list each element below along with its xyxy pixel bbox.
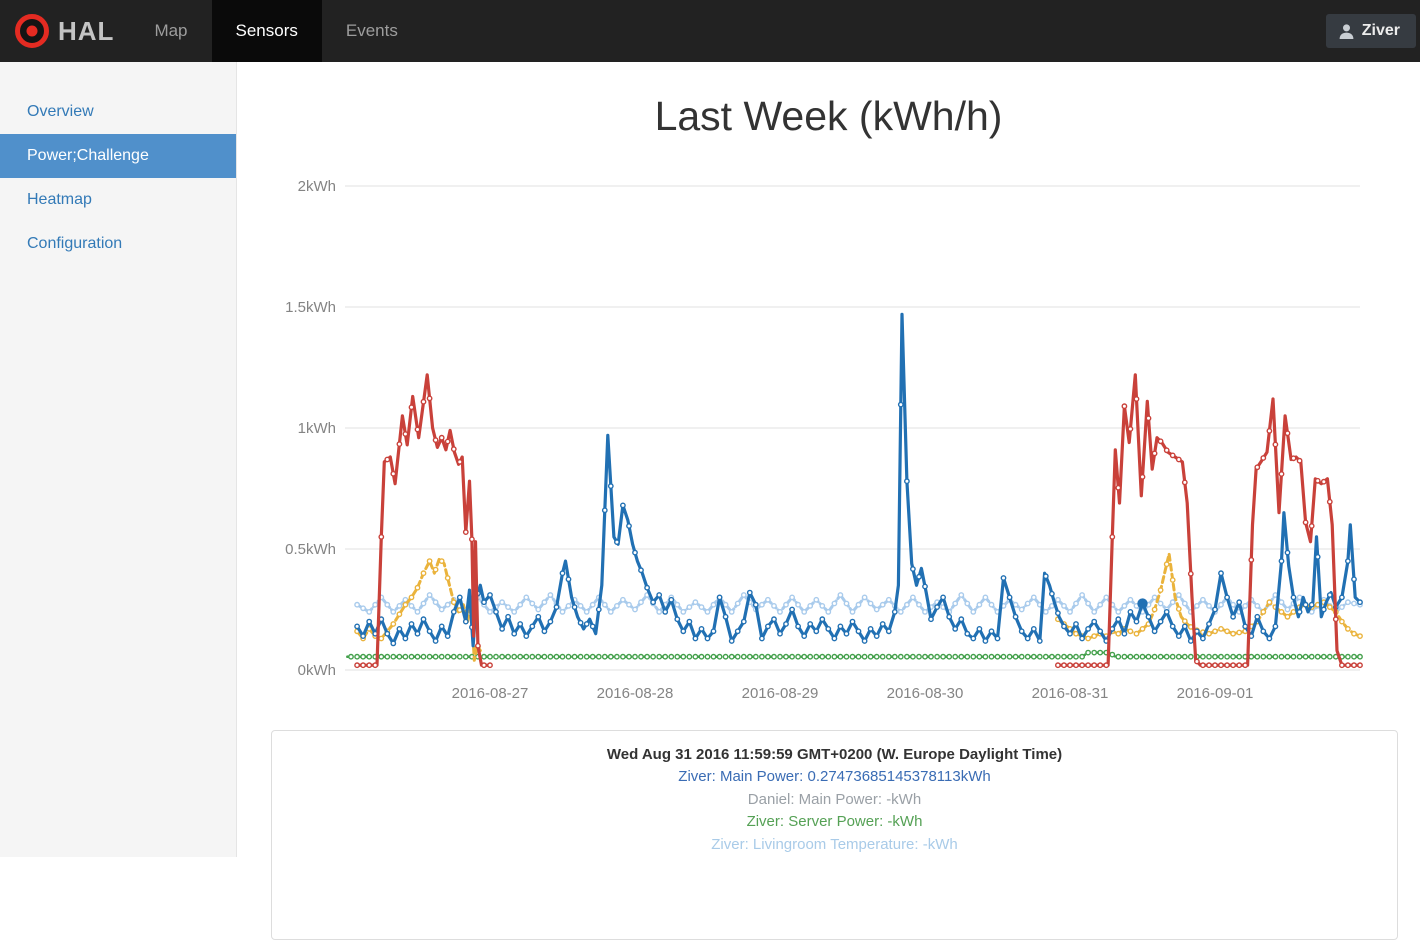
series-1 bbox=[347, 650, 1362, 659]
brand[interactable]: HAL bbox=[0, 0, 130, 62]
y-tick-label: 0.5kWh bbox=[285, 541, 336, 558]
series-0 bbox=[355, 593, 1362, 614]
user-menu-button[interactable]: Ziver bbox=[1326, 14, 1416, 48]
selected-point-marker[interactable] bbox=[1137, 598, 1147, 608]
main-content: 0kWh 0.5kWh 1kWh 1.5kWh 2kWh 2016-08-27 2016-0… bbox=[237, 62, 1420, 857]
tooltip-row-1: Daniel: Main Power: -kWh bbox=[272, 789, 1397, 812]
series-3 bbox=[355, 314, 1362, 646]
chart-title: Last Week (kWh/h) bbox=[237, 93, 1420, 140]
y-tick-label: 0kWh bbox=[298, 662, 336, 679]
x-tick-label: 2016-09-01 bbox=[1177, 685, 1254, 702]
tooltip-row-0: Ziver: Main Power: 0.27473685145378113kW… bbox=[272, 766, 1397, 789]
nav-tab-events[interactable]: Events bbox=[322, 0, 422, 62]
y-tick-label: 2kWh bbox=[298, 178, 336, 195]
x-tick-label: 2016-08-27 bbox=[452, 685, 529, 702]
x-tick-label: 2016-08-29 bbox=[742, 685, 819, 702]
top-navbar: HAL Map Sensors Events Ziver bbox=[0, 0, 1420, 62]
y-tick-label: 1kWh bbox=[298, 420, 336, 437]
sidebar-item-overview[interactable]: Overview bbox=[0, 90, 236, 134]
user-icon bbox=[1338, 23, 1355, 40]
navbar-spacer bbox=[422, 0, 1326, 62]
nav-tab-map[interactable]: Map bbox=[130, 0, 211, 62]
tooltip-timestamp: Wed Aug 31 2016 11:59:59 GMT+0200 (W. Eu… bbox=[272, 743, 1397, 766]
x-tick-label: 2016-08-28 bbox=[597, 685, 674, 702]
x-tick-label: 2016-08-30 bbox=[887, 685, 964, 702]
sidebar-item-heatmap[interactable]: Heatmap bbox=[0, 178, 236, 222]
tooltip-row-3: Ziver: Livingroom Temperature: -kWh bbox=[272, 834, 1397, 857]
chart-tooltip-panel: Wed Aug 31 2016 11:59:59 GMT+0200 (W. Eu… bbox=[271, 730, 1398, 940]
nav-tab-sensors[interactable]: Sensors bbox=[212, 0, 322, 62]
sidebar: Overview Power;Challenge Heatmap Configu… bbox=[0, 62, 237, 857]
tooltip-row-2: Ziver: Server Power: -kWh bbox=[272, 811, 1397, 834]
hal-logo-icon bbox=[15, 14, 49, 48]
brand-title: HAL bbox=[58, 16, 114, 47]
x-tick-label: 2016-08-31 bbox=[1032, 685, 1109, 702]
y-tick-label: 1.5kWh bbox=[285, 299, 336, 316]
sidebar-item-configuration[interactable]: Configuration bbox=[0, 222, 236, 266]
user-name: Ziver bbox=[1362, 22, 1400, 40]
chart-canvas[interactable]: 0kWh 0.5kWh 1kWh 1.5kWh 2kWh 2016-08-27 2016-0… bbox=[237, 62, 1420, 722]
sidebar-item-power-challenge[interactable]: Power;Challenge bbox=[0, 134, 236, 178]
